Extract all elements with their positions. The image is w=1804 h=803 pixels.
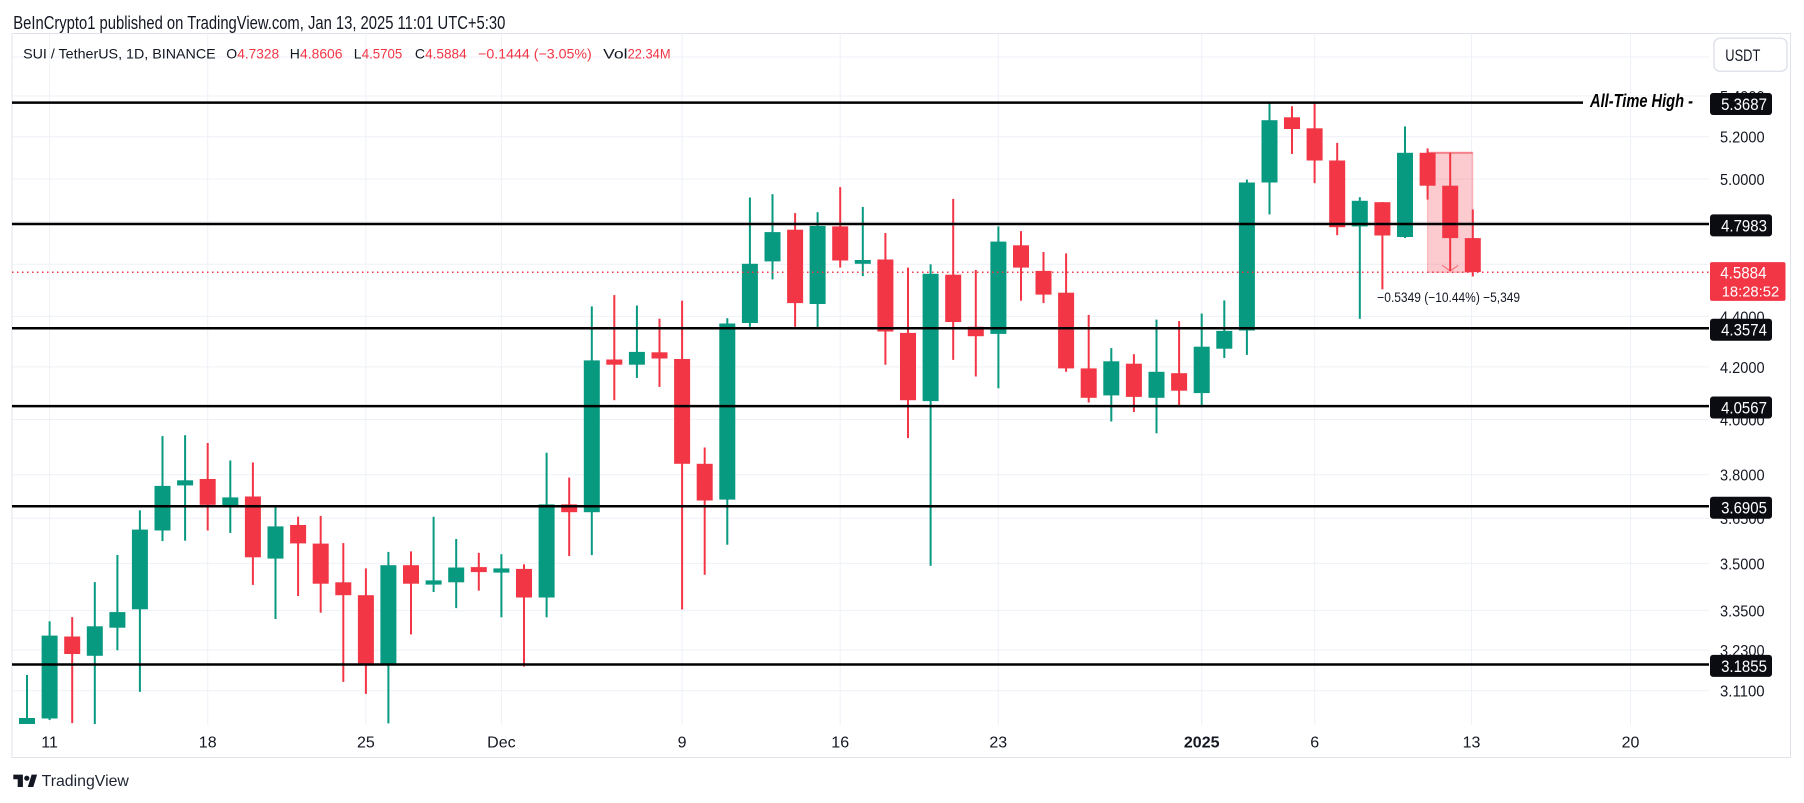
- svg-text:L: L: [354, 45, 362, 61]
- svg-text:16: 16: [831, 734, 849, 751]
- svg-text:3.3500: 3.3500: [1720, 604, 1765, 621]
- svg-text:4.3574: 4.3574: [1721, 321, 1767, 340]
- svg-text:5.2000: 5.2000: [1720, 130, 1765, 147]
- svg-text:SUI / TetherUS, 1D, BINANCE: SUI / TetherUS, 1D, BINANCE: [23, 45, 216, 61]
- svg-text:USDT: USDT: [1725, 46, 1760, 65]
- svg-text:2025: 2025: [1184, 734, 1220, 751]
- svg-text:4.0567: 4.0567: [1721, 398, 1767, 417]
- svg-text:3.5000: 3.5000: [1720, 556, 1765, 573]
- svg-text:18: 18: [199, 734, 217, 751]
- svg-text:4.5884: 4.5884: [425, 45, 467, 61]
- svg-text:4.8606: 4.8606: [300, 45, 343, 61]
- svg-text:3.6905: 3.6905: [1721, 499, 1767, 518]
- svg-text:C: C: [415, 45, 425, 61]
- svg-text:5.0000: 5.0000: [1720, 172, 1765, 189]
- svg-text:18:28:52: 18:28:52: [1722, 283, 1780, 300]
- svg-text:Vol: Vol: [603, 45, 627, 61]
- svg-text:TradingView: TradingView: [42, 773, 130, 790]
- svg-text:O: O: [226, 45, 237, 61]
- svg-text:All-Time High -: All-Time High -: [1589, 91, 1693, 111]
- svg-text:−0.1444 (−3.05%): −0.1444 (−3.05%): [478, 45, 592, 61]
- svg-text:4.5705: 4.5705: [362, 45, 403, 61]
- svg-text:4.7983: 4.7983: [1721, 216, 1767, 235]
- svg-text:3.8000: 3.8000: [1720, 468, 1765, 485]
- svg-text:H: H: [290, 45, 300, 61]
- svg-text:6: 6: [1310, 734, 1319, 751]
- svg-text:25: 25: [357, 734, 375, 751]
- svg-text:23: 23: [989, 734, 1007, 751]
- svg-text:3.1100: 3.1100: [1720, 684, 1765, 701]
- svg-text:5.3687: 5.3687: [1721, 95, 1767, 114]
- svg-text:4.7328: 4.7328: [237, 45, 279, 61]
- svg-text:20: 20: [1622, 734, 1640, 751]
- svg-text:13: 13: [1463, 734, 1481, 751]
- svg-text:22.34M: 22.34M: [628, 45, 671, 61]
- svg-text:3.1855: 3.1855: [1721, 657, 1767, 676]
- svg-text:BeInCrypto1 published on Tradi: BeInCrypto1 published on TradingView.com…: [13, 12, 505, 33]
- svg-text:11: 11: [41, 734, 58, 751]
- svg-text:Dec: Dec: [487, 734, 515, 751]
- svg-text:4.5884: 4.5884: [1720, 265, 1766, 283]
- svg-text:9: 9: [678, 734, 687, 751]
- svg-text:−0.5349 (−10.44%) −5,349: −0.5349 (−10.44%) −5,349: [1377, 290, 1520, 305]
- svg-text:4.2000: 4.2000: [1720, 360, 1765, 377]
